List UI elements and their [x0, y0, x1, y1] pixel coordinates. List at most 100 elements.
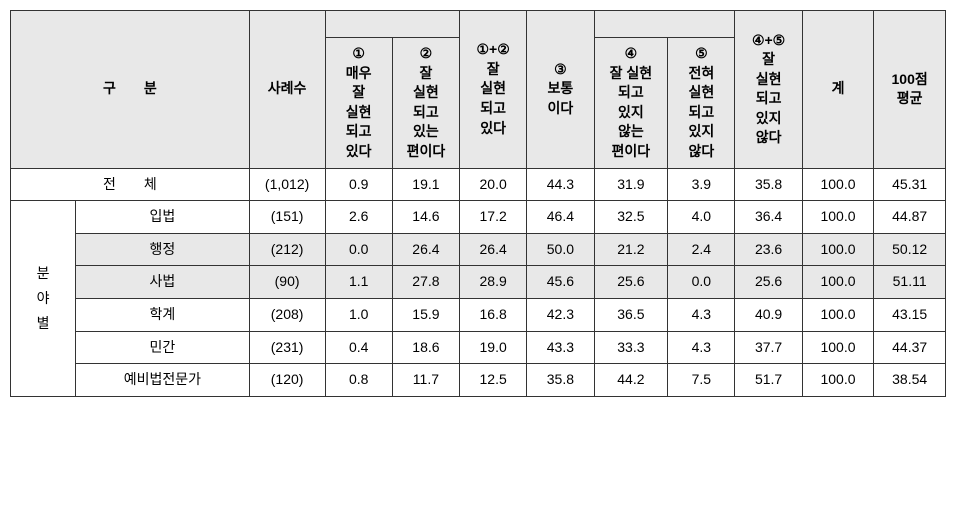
total-avg: 45.31 — [874, 168, 946, 201]
cell-c1: 1.1 — [325, 266, 392, 299]
cell-c5: 4.0 — [668, 201, 735, 234]
cell-c5: 4.3 — [668, 331, 735, 364]
cell-cases: (90) — [249, 266, 325, 299]
cell-c45: 25.6 — [735, 266, 802, 299]
cell-cases: (120) — [249, 364, 325, 397]
data-table: 구 분 사례수 ①+② 잘 실현 되고 있다 ③ 보통 이다 ④+⑤ 잘 실현 … — [10, 10, 946, 397]
table-row: 행정(212)0.026.426.450.021.22.423.6100.050… — [11, 233, 946, 266]
table-row: 사법(90)1.127.828.945.625.60.025.6100.051.… — [11, 266, 946, 299]
total-c12: 20.0 — [460, 168, 527, 201]
table-row: 민간(231)0.418.619.043.333.34.337.7100.044… — [11, 331, 946, 364]
cell-c5: 7.5 — [668, 364, 735, 397]
total-c3: 44.3 — [527, 168, 594, 201]
cell-avg: 50.12 — [874, 233, 946, 266]
cell-c2: 26.4 — [392, 233, 459, 266]
cell-c1: 0.0 — [325, 233, 392, 266]
total-tot: 100.0 — [802, 168, 874, 201]
cell-c2: 27.8 — [392, 266, 459, 299]
cell-c2: 15.9 — [392, 298, 459, 331]
cell-tot: 100.0 — [802, 201, 874, 234]
cell-c45: 23.6 — [735, 233, 802, 266]
cell-tot: 100.0 — [802, 331, 874, 364]
total-label: 전 체 — [11, 168, 250, 201]
cell-cases: (212) — [249, 233, 325, 266]
cell-c5: 4.3 — [668, 298, 735, 331]
cell-c4: 32.5 — [594, 201, 668, 234]
cell-avg: 44.37 — [874, 331, 946, 364]
cell-c12: 16.8 — [460, 298, 527, 331]
header-avg: 100점 평균 — [874, 11, 946, 169]
cell-cases: (208) — [249, 298, 325, 331]
cell-c1: 0.8 — [325, 364, 392, 397]
cell-c3: 43.3 — [527, 331, 594, 364]
cell-c2: 14.6 — [392, 201, 459, 234]
table-body: 전 체 (1,012) 0.9 19.1 20.0 44.3 31.9 3.9 … — [11, 168, 946, 396]
cell-avg: 43.15 — [874, 298, 946, 331]
header-col3: ③ 보통 이다 — [527, 11, 594, 169]
cell-c12: 19.0 — [460, 331, 527, 364]
cell-c3: 50.0 — [527, 233, 594, 266]
cell-tot: 100.0 — [802, 364, 874, 397]
row-label: 민간 — [76, 331, 250, 364]
cell-avg: 51.11 — [874, 266, 946, 299]
cell-c3: 42.3 — [527, 298, 594, 331]
cell-c45: 37.7 — [735, 331, 802, 364]
row-label: 입법 — [76, 201, 250, 234]
total-c5: 3.9 — [668, 168, 735, 201]
cell-c5: 2.4 — [668, 233, 735, 266]
row-label: 예비법전문가 — [76, 364, 250, 397]
cell-tot: 100.0 — [802, 298, 874, 331]
header-col5: ⑤ 전혀 실현 되고 있지 않다 — [668, 38, 735, 169]
header-col1: ① 매우 잘 실현 되고 있다 — [325, 38, 392, 169]
total-c45: 35.8 — [735, 168, 802, 201]
table-row: 예비법전문가(120)0.811.712.535.844.27.551.7100… — [11, 364, 946, 397]
cell-c3: 35.8 — [527, 364, 594, 397]
cell-c45: 40.9 — [735, 298, 802, 331]
group-label: 분 야 별 — [11, 201, 76, 397]
table-row-total: 전 체 (1,012) 0.9 19.1 20.0 44.3 31.9 3.9 … — [11, 168, 946, 201]
row-label: 행정 — [76, 233, 250, 266]
row-label: 학계 — [76, 298, 250, 331]
cell-c3: 45.6 — [527, 266, 594, 299]
cell-c3: 46.4 — [527, 201, 594, 234]
cell-c4: 33.3 — [594, 331, 668, 364]
cell-c45: 51.7 — [735, 364, 802, 397]
cell-c1: 1.0 — [325, 298, 392, 331]
cell-c2: 11.7 — [392, 364, 459, 397]
table-row: 분 야 별입법(151)2.614.617.246.432.54.036.410… — [11, 201, 946, 234]
header-gubun: 구 분 — [11, 11, 250, 169]
header-col4: ④ 잘 실현 되고 있지 않는 편이다 — [594, 38, 668, 169]
cell-avg: 44.87 — [874, 201, 946, 234]
header-cases: 사례수 — [249, 11, 325, 169]
cell-cases: (151) — [249, 201, 325, 234]
cell-c45: 36.4 — [735, 201, 802, 234]
cell-cases: (231) — [249, 331, 325, 364]
total-cases: (1,012) — [249, 168, 325, 201]
header-group12 — [325, 11, 459, 38]
cell-c12: 12.5 — [460, 364, 527, 397]
total-c2: 19.1 — [392, 168, 459, 201]
cell-c4: 25.6 — [594, 266, 668, 299]
table-row: 학계(208)1.015.916.842.336.54.340.9100.043… — [11, 298, 946, 331]
total-c4: 31.9 — [594, 168, 668, 201]
cell-c1: 0.4 — [325, 331, 392, 364]
cell-avg: 38.54 — [874, 364, 946, 397]
header-col2: ② 잘 실현 되고 있는 편이다 — [392, 38, 459, 169]
cell-c4: 21.2 — [594, 233, 668, 266]
header-col12: ①+② 잘 실현 되고 있다 — [460, 11, 527, 169]
header-total: 계 — [802, 11, 874, 169]
cell-c12: 17.2 — [460, 201, 527, 234]
cell-tot: 100.0 — [802, 233, 874, 266]
header-group45 — [594, 11, 735, 38]
total-c1: 0.9 — [325, 168, 392, 201]
cell-tot: 100.0 — [802, 266, 874, 299]
cell-c4: 44.2 — [594, 364, 668, 397]
cell-c12: 28.9 — [460, 266, 527, 299]
cell-c4: 36.5 — [594, 298, 668, 331]
cell-c5: 0.0 — [668, 266, 735, 299]
cell-c2: 18.6 — [392, 331, 459, 364]
row-label: 사법 — [76, 266, 250, 299]
cell-c12: 26.4 — [460, 233, 527, 266]
cell-c1: 2.6 — [325, 201, 392, 234]
header-col45: ④+⑤ 잘 실현 되고 있지 않다 — [735, 11, 802, 169]
